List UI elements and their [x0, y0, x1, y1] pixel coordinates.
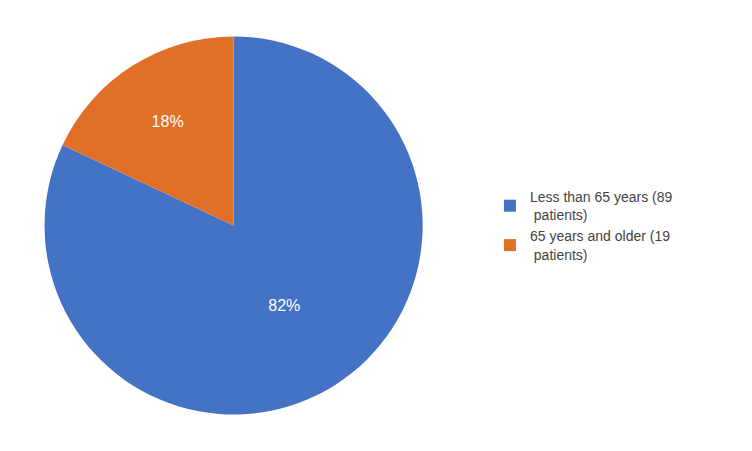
svg-text:18%: 18%: [152, 113, 184, 130]
svg-text:65 years and older (19 patient: 65 years and older (19 patients): [530, 228, 670, 262]
svg-text:Less than 65 years (89 patient: Less than 65 years (89 patients): [530, 189, 673, 223]
svg-text:82%: 82%: [268, 297, 300, 314]
